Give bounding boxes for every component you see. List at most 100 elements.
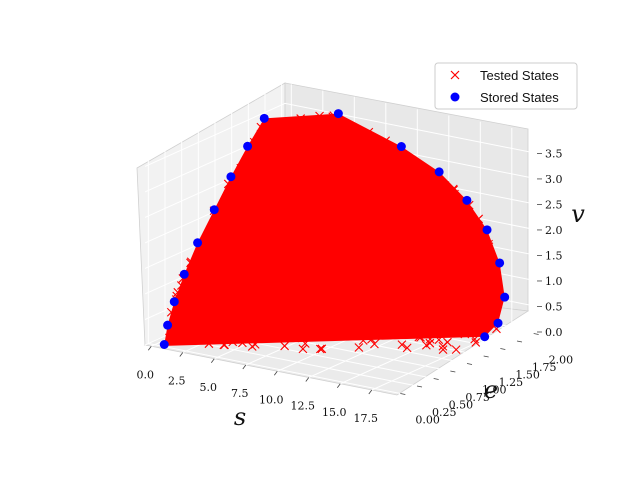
x-tick-label: 7.5 [231, 387, 249, 400]
tested-state-marker [387, 252, 397, 262]
stored-state-point [462, 195, 472, 205]
tested-state-marker [400, 198, 410, 208]
tested-state-marker [371, 159, 381, 169]
tested-state-marker [409, 186, 419, 196]
x-tick-mark [305, 377, 310, 382]
tested-state-marker [268, 204, 278, 214]
tested-state-marker [204, 325, 214, 335]
stored-state-point [495, 258, 505, 268]
tested-state-marker [180, 292, 190, 302]
tested-state-marker [251, 231, 261, 241]
tested-state-marker [391, 292, 401, 302]
tested-state-marker [443, 337, 452, 347]
x-tick-mark [147, 346, 152, 351]
tested-state-marker [308, 152, 317, 161]
x-tick-mark [273, 371, 278, 376]
stored-state-point [226, 172, 236, 182]
tested-state-marker [250, 268, 260, 278]
tested-state-marker [380, 171, 390, 181]
tested-state-marker [489, 266, 499, 276]
tested-state-marker [397, 329, 407, 339]
y-tick-mark [516, 340, 523, 343]
tested-state-marker [460, 275, 470, 284]
tested-state-marker [420, 191, 430, 201]
tested-state-marker [328, 155, 338, 165]
x-tick-mark [336, 383, 341, 388]
tested-state-marker [425, 240, 435, 250]
tested-state-marker [321, 195, 331, 205]
tested-state-marker [204, 339, 214, 349]
tested-state-marker [313, 279, 323, 289]
tested-state-marker [343, 287, 353, 296]
tested-state-marker [368, 248, 377, 258]
tested-state-marker [329, 287, 339, 297]
tested-state-marker [307, 178, 317, 188]
tested-state-marker [387, 230, 397, 240]
tested-state-marker [300, 339, 310, 348]
tested-state-marker [297, 333, 307, 343]
tested-state-marker [416, 332, 425, 342]
tested-state-marker [487, 310, 496, 320]
tested-state-marker [355, 258, 365, 268]
tested-state-marker [302, 268, 312, 278]
tested-state-marker [382, 255, 392, 265]
tested-state-marker [460, 211, 470, 221]
tested-state-marker [425, 334, 435, 344]
tested-state-marker [342, 216, 352, 226]
tested-state-marker [406, 286, 415, 296]
tested-state-marker [459, 233, 469, 243]
tested-state-marker [410, 318, 420, 327]
tested-state-marker [420, 287, 429, 297]
tested-state-marker [368, 244, 377, 254]
tested-state-marker [226, 299, 235, 308]
tested-state-marker [257, 175, 267, 185]
tested-state-marker [458, 302, 468, 312]
x-tick-label: 2.5 [168, 375, 186, 388]
tested-state-marker [189, 298, 199, 308]
tested-state-marker [434, 291, 444, 301]
x-tick-mark [242, 364, 247, 370]
tested-state-marker [357, 228, 367, 238]
tested-state-marker [175, 323, 185, 332]
tested-state-marker [370, 339, 379, 349]
tested-state-marker [404, 182, 414, 192]
tested-state-marker [311, 209, 321, 218]
tested-state-marker [370, 331, 380, 341]
tested-state-marker [465, 321, 475, 331]
stored-states-points [159, 109, 510, 349]
tested-state-marker [349, 220, 359, 230]
tested-state-marker [422, 250, 432, 260]
y-tick-label: 1.50 [515, 369, 540, 382]
tested-state-marker [409, 206, 419, 216]
tested-state-marker [440, 248, 449, 257]
tested-state-marker [265, 232, 274, 241]
tested-state-marker [344, 303, 354, 313]
tested-state-marker [331, 181, 341, 191]
y-tick-mark [466, 363, 473, 365]
tested-state-marker [256, 122, 266, 132]
tested-state-marker [301, 165, 311, 175]
tested-state-marker [472, 271, 482, 281]
tested-state-marker [350, 248, 360, 258]
tested-state-marker [475, 325, 485, 335]
tested-state-marker [436, 225, 446, 234]
tested-state-marker [376, 316, 386, 326]
y-tick-mark [533, 333, 539, 335]
tested-state-marker [307, 312, 317, 322]
tested-state-marker [265, 250, 275, 259]
tested-state-marker [241, 313, 251, 323]
tested-state-marker [359, 162, 369, 172]
legend-label-stored: Stored States [480, 90, 559, 105]
tested-state-marker [270, 199, 280, 208]
stored-state-point [159, 340, 169, 349]
tested-state-marker [426, 228, 435, 238]
x-tick-mark [179, 352, 184, 357]
tested-state-marker [207, 329, 217, 339]
tested-state-marker [327, 315, 337, 325]
tested-state-marker [293, 252, 302, 262]
tested-state-marker [393, 314, 403, 324]
tested-state-marker [408, 237, 418, 246]
tested-state-marker [449, 236, 459, 246]
tested-state-marker [484, 239, 493, 249]
tested-state-marker [373, 263, 383, 273]
